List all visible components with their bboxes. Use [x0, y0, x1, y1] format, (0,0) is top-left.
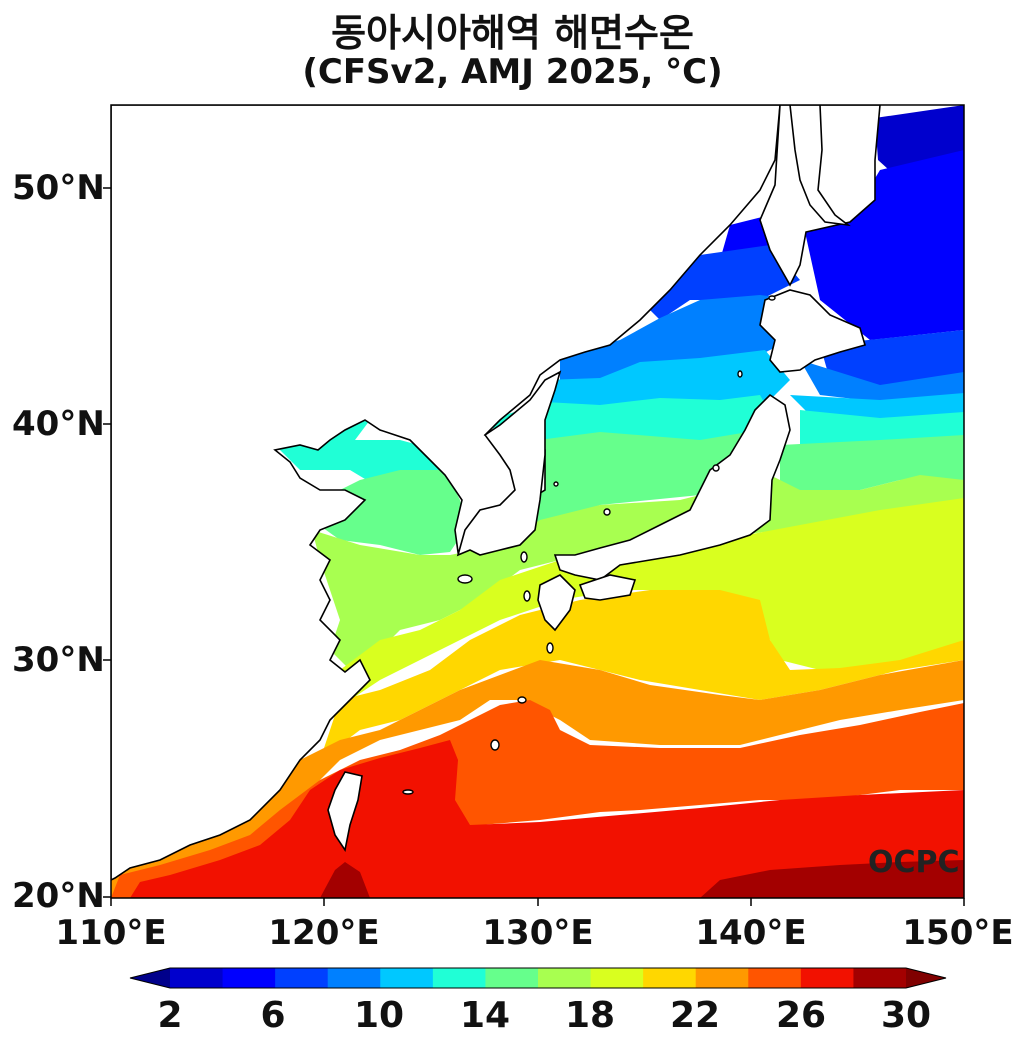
lat-label-20n: 20°N — [12, 876, 105, 916]
lon-label-120e: 120°E — [268, 913, 380, 953]
land-sakhalin — [789, 105, 851, 227]
colorbar-extend-high — [906, 968, 946, 988]
axis-ticks — [103, 187, 965, 906]
sst-band-22-24 — [111, 660, 964, 898]
colorbar-segment — [538, 968, 592, 988]
colorbar-label-30: 30 — [880, 995, 932, 1036]
lon-label-130e: 130°E — [482, 913, 594, 953]
sst-band-10-12 — [545, 350, 790, 408]
colorbar-segment — [590, 968, 644, 988]
sst-band-28-30 — [320, 862, 370, 898]
colorbar-segment — [853, 968, 907, 988]
lat-label-40n: 40°N — [12, 404, 105, 444]
sst-band-10-12-east — [790, 393, 964, 420]
lon-label-140e: 140°E — [695, 913, 807, 953]
colorbar-segment — [800, 968, 854, 988]
colorbar-label-22: 22 — [669, 995, 721, 1036]
map-subtitle: (CFSv2, AMJ 2025, °C) — [302, 52, 723, 92]
land-kyushu — [537, 574, 576, 632]
colorbar-label-14: 14 — [459, 995, 511, 1036]
colorbar-segment — [222, 968, 276, 988]
sst-band-14-16 — [312, 470, 465, 555]
sst-band-8-10 — [560, 295, 800, 380]
land-honshu — [553, 393, 791, 581]
lat-label-30n: 30°N — [12, 640, 105, 680]
sst-band-26-28 — [130, 740, 964, 898]
sst-band-14-16-east — [500, 430, 790, 525]
colorbar-segment — [432, 968, 486, 988]
land-korea — [456, 370, 562, 557]
colorbar-segment — [695, 968, 749, 988]
sst-contours — [111, 105, 964, 898]
sst-band-6-8 — [640, 245, 800, 320]
lon-label-150e: 150°E — [902, 913, 1014, 953]
colorbar-label-6: 6 — [260, 995, 286, 1036]
colorbar-extend-low — [130, 968, 170, 988]
land-shikoku — [578, 574, 637, 601]
land-china — [111, 105, 781, 881]
sst-band-18-20 — [340, 498, 964, 700]
colorbar-segment — [327, 968, 381, 988]
colorbar-segment — [275, 968, 329, 988]
colorbar-label-26: 26 — [775, 995, 827, 1036]
lat-label-50n: 50°N — [12, 168, 105, 208]
colorbar-segment — [643, 968, 697, 988]
coastlines — [111, 105, 881, 881]
sst-band-20-22 — [320, 590, 964, 760]
sst-band-4-6 — [805, 150, 964, 340]
sst-band-8-10-east — [800, 360, 964, 402]
colorbar-outline — [129, 967, 947, 989]
colorbar-segment — [748, 968, 802, 988]
colorbar-segment — [485, 968, 539, 988]
colorbar-label-10: 10 — [353, 995, 405, 1036]
map-title: 동아시아해역 해면수온 — [331, 11, 694, 55]
land-hokkaido — [759, 289, 866, 373]
colorbar-label-2: 2 — [157, 995, 183, 1036]
colorbar-label-18: 18 — [564, 995, 616, 1036]
colorbar-segment — [170, 968, 224, 988]
colorbar-segment — [380, 968, 434, 988]
ocpc-watermark: OCPC — [868, 845, 960, 880]
land-taiwan — [327, 771, 363, 853]
lon-label-110e: 110°E — [55, 913, 167, 953]
colorbar — [129, 967, 947, 989]
sst-band-28-30-east — [700, 860, 964, 898]
sst-band-12-14-east — [490, 395, 780, 445]
small-islands — [402, 295, 776, 795]
sst-band-16-18 — [312, 470, 964, 670]
